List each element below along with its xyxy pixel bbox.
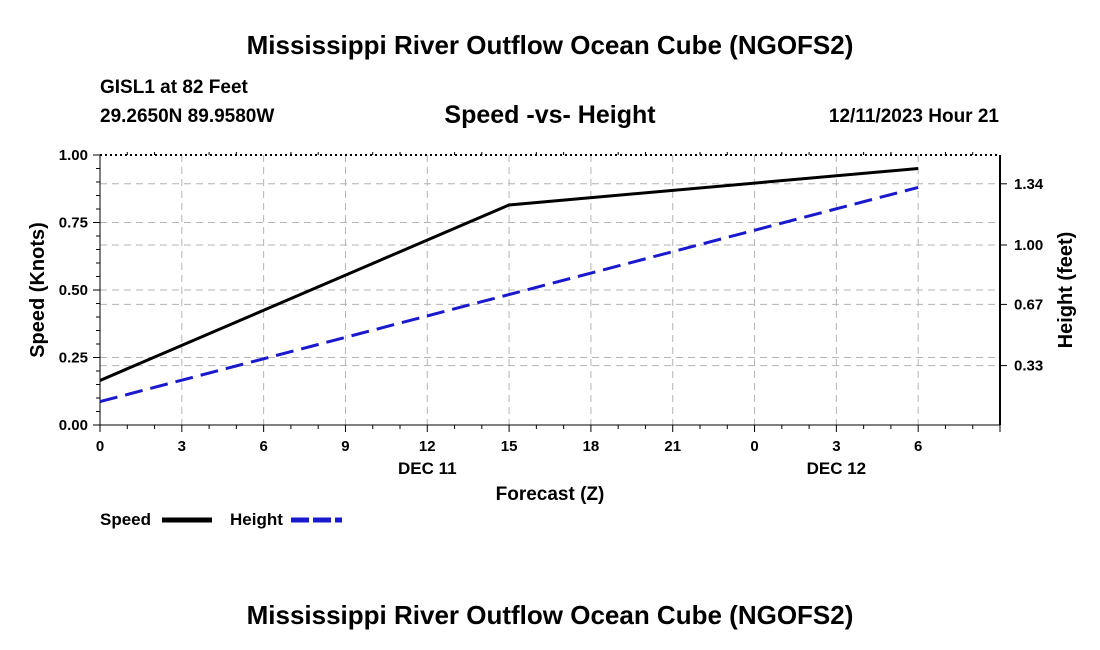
x-date-label: DEC 11	[398, 459, 457, 478]
speed-height-chart: 0 3 6 9 12 15 18 21 0 3 6 DEC 11 DEC 12 Forecast (Z) 0…	[27, 147, 1077, 529]
legend-label-speed: Speed	[100, 510, 151, 529]
x-tick-label: 12	[419, 438, 436, 455]
speed-series-line	[99, 167, 919, 382]
station-coordinates: 29.2650N 89.9580W	[100, 106, 275, 127]
y-right-tick-label: 1.00	[1014, 237, 1043, 254]
y-right-tick-label: 1.34	[1014, 176, 1044, 193]
legend-label-height: Height	[230, 510, 283, 529]
footer-title: Mississippi River Outflow Ocean Cube (NG…	[246, 600, 854, 630]
x-tick-label: 6	[259, 438, 267, 455]
forecast-datetime: 12/11/2023 Hour 21	[828, 106, 999, 127]
y-left-axis-title: Speed (Knots)	[27, 222, 49, 358]
x-axis-title: Forecast (Z)	[496, 484, 605, 505]
y-left-tick-label: 0.25	[59, 350, 88, 367]
y-left-tick-label: 1.00	[59, 147, 88, 164]
y-right-tick-label: 0.33	[1014, 358, 1043, 375]
x-tick-label: 9	[341, 438, 349, 455]
x-tick-label: 21	[664, 438, 681, 455]
main-title: Mississippi River Outflow Ocean Cube (NG…	[246, 30, 854, 60]
chart-subtitle: Speed -vs- Height	[444, 101, 656, 129]
x-tick-label: 6	[914, 438, 922, 455]
x-tick-label: 0	[96, 438, 104, 455]
y-left-tick-label: 0.00	[59, 417, 88, 434]
x-tick-label: 3	[178, 438, 186, 455]
y-left-tick-label: 0.50	[59, 282, 88, 299]
y-left-tick-label: 0.75	[59, 215, 88, 232]
x-tick-label: 0	[750, 438, 758, 455]
x-tick-label: 15	[501, 438, 518, 455]
height-series-line	[99, 185, 919, 404]
y-right-tick-label: 0.67	[1014, 296, 1043, 313]
x-date-label: DEC 12	[807, 459, 867, 478]
x-tick-label: 3	[832, 438, 840, 455]
station-label: GISL1 at 82 Feet	[100, 77, 248, 98]
y-right-axis-title: Height (feet)	[1055, 232, 1077, 349]
x-tick-label: 18	[583, 438, 600, 455]
